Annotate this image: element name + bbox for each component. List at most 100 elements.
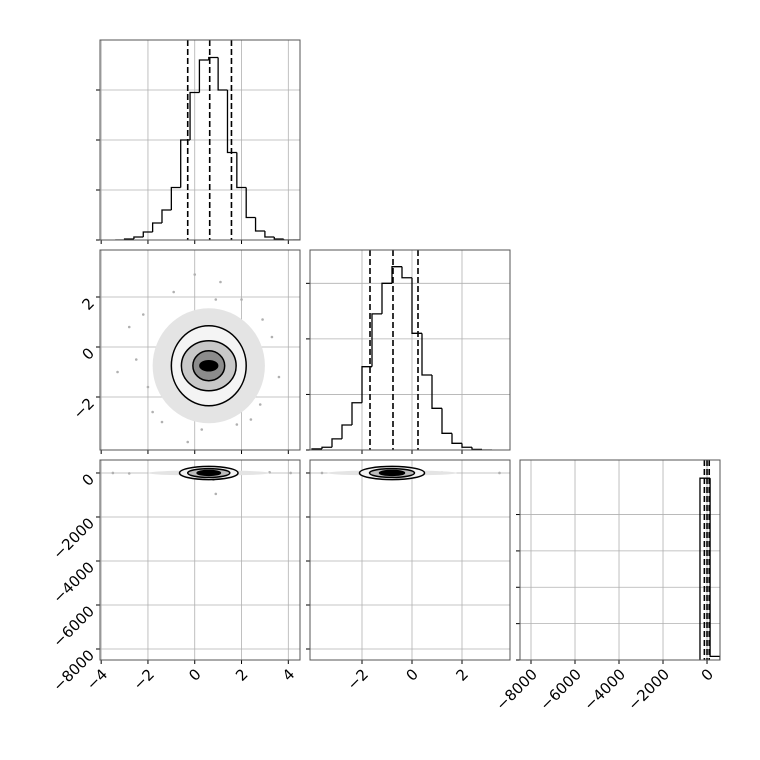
hist-bin <box>351 402 362 425</box>
sample-point <box>111 471 115 475</box>
hist-bin <box>226 90 237 154</box>
x-tick-label: 0 <box>403 665 422 684</box>
hist-bin <box>709 478 720 660</box>
y-tick-label: 2 <box>79 294 98 313</box>
x-tick-label: 0 <box>185 665 204 684</box>
panel <box>306 249 511 454</box>
sample-point <box>320 471 324 475</box>
sample-point <box>258 403 262 406</box>
hist-bin <box>170 186 181 210</box>
contour-level <box>378 469 406 477</box>
sample-point <box>200 428 204 431</box>
hist-bin <box>236 152 247 189</box>
panel: −2 0 2 <box>70 249 301 454</box>
sample-point <box>277 375 281 379</box>
sample-point <box>219 280 222 284</box>
hist-bin <box>381 282 392 314</box>
hist-bin <box>254 217 265 232</box>
hist-bin <box>361 366 372 403</box>
hist-bin <box>180 139 191 188</box>
sample-point <box>134 358 138 361</box>
hist-bin <box>189 91 200 140</box>
sample-point <box>116 370 119 374</box>
sample-point <box>261 318 264 321</box>
plot-area <box>111 465 292 496</box>
hist-bin <box>217 57 228 91</box>
panel: −2 0 2 <box>306 459 511 694</box>
plot-area <box>311 250 492 450</box>
sample-point <box>193 273 197 276</box>
hist-bin <box>264 231 275 238</box>
hist-bin <box>198 59 209 93</box>
sample-point <box>186 440 190 444</box>
sample-point <box>235 423 239 426</box>
x-tick-label: −8000 <box>492 665 541 714</box>
panel-frame <box>309 459 511 661</box>
x-tick-label: 4 <box>279 665 298 684</box>
panel: −8000−6000−4000−2000 0 <box>492 459 721 714</box>
panel <box>96 39 301 244</box>
x-tick-label: −2000 <box>624 665 673 714</box>
hist-bin <box>282 239 293 240</box>
sample-point <box>249 418 253 421</box>
hist-bin <box>391 266 402 284</box>
panel-frame <box>99 249 301 451</box>
hist-bin <box>341 424 352 439</box>
hist-bin <box>401 266 412 279</box>
hist-bin <box>331 438 342 448</box>
x-tick-label: −6000 <box>536 665 585 714</box>
sample-point <box>214 298 218 301</box>
hist-bin <box>421 333 432 376</box>
panel-frame <box>99 459 301 661</box>
contour-level <box>199 360 219 372</box>
hist-bin <box>208 56 219 60</box>
contour-level <box>196 469 222 477</box>
hist-bin <box>471 447 482 450</box>
sample-point <box>498 471 501 475</box>
sample-point <box>141 313 145 316</box>
hist-bin <box>321 446 332 449</box>
hist-bin <box>431 375 442 409</box>
hist-bin <box>441 408 452 434</box>
hist-bin <box>142 231 153 237</box>
sample-point <box>127 472 131 475</box>
plot-area <box>320 465 501 481</box>
sample-point <box>160 420 164 424</box>
sample-point <box>270 335 274 339</box>
hist-bin <box>245 187 256 219</box>
x-tick-label: −4000 <box>580 665 629 714</box>
hist-bin <box>133 236 144 239</box>
y-tick-label: 0 <box>79 470 98 489</box>
x-tick-label: 2 <box>232 665 251 684</box>
sample-point <box>214 492 218 496</box>
x-tick-label: −2 <box>130 665 158 693</box>
x-tick-label: −2 <box>344 665 372 693</box>
sample-point <box>146 385 150 389</box>
plot-area <box>115 40 300 240</box>
y-tick-label: −6000 <box>49 602 98 651</box>
plot-area <box>116 273 281 444</box>
sample-point <box>151 410 154 414</box>
hist-bin <box>461 443 472 448</box>
hist-bin <box>451 433 462 444</box>
hist-bin <box>273 237 284 240</box>
panel-frame <box>519 459 721 661</box>
x-tick-label: 0 <box>698 665 717 684</box>
sample-point <box>240 298 243 301</box>
hist-bin <box>371 313 382 367</box>
sample-point <box>127 325 131 329</box>
hist-bin <box>411 277 422 334</box>
y-tick-label: −2 <box>70 394 98 422</box>
hist-bin <box>151 222 162 232</box>
panel-frame <box>309 249 511 451</box>
plot-area <box>699 460 720 660</box>
sample-point <box>289 471 292 475</box>
hist-bin <box>161 209 172 223</box>
sample-point <box>172 290 175 294</box>
y-tick-label: 0 <box>79 344 98 363</box>
y-tick-label: −2000 <box>49 514 98 563</box>
x-tick-label: 2 <box>453 665 472 684</box>
